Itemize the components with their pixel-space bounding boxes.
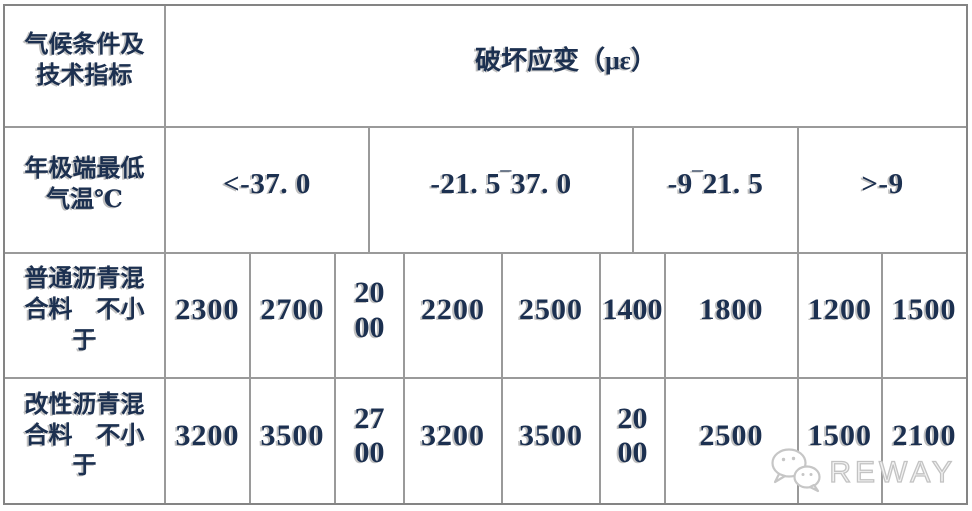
value-cell: 1500	[799, 379, 881, 503]
temp-range-cell: >-9	[799, 128, 966, 252]
row-label-cell: 改性沥青混合料 不小于	[5, 379, 164, 503]
row-label: 普通沥青混合料 不小于	[24, 266, 145, 354]
cell-value: 2000	[617, 401, 648, 470]
value-cell: 2100	[883, 379, 966, 503]
cell-value: 3200	[175, 418, 240, 452]
cell-value: 2000	[354, 276, 385, 344]
temp-range-value: -21. 5‾37. 0	[430, 168, 572, 201]
temp-range-value: -9‾21. 5	[667, 168, 764, 201]
cell-value: 2200	[421, 293, 485, 327]
cell-value: 1800	[699, 293, 764, 327]
temp-label: 年极端最低气温℃	[24, 156, 145, 213]
value-cell: 2300	[166, 254, 249, 377]
value-cell: 2700	[251, 254, 334, 377]
cell-value: 3200	[421, 418, 485, 452]
cell-value: 1400	[602, 293, 663, 327]
row-label-cell: 普通沥青混合料 不小于	[5, 254, 164, 377]
value-cell: 2700	[336, 379, 403, 503]
value-cell: 1500	[883, 254, 966, 377]
value-cell: 3200	[405, 379, 501, 503]
cell-value: 2500	[519, 293, 583, 327]
cell-value: 1200	[808, 293, 872, 327]
cell-value: 3500	[260, 418, 325, 452]
strain-header-cell: 破坏应变（με）	[166, 6, 966, 126]
cell-value: 1500	[892, 293, 957, 327]
cell-value: 2100	[892, 418, 957, 452]
row-label: 改性沥青混合料 不小于	[24, 391, 145, 480]
cell-value: 2700	[260, 293, 325, 327]
temp-range-cell: -9‾21. 5	[634, 128, 797, 252]
value-cell: 1800	[666, 254, 797, 377]
cell-value: 3500	[519, 418, 583, 452]
temp-range-cell: -21. 5‾37. 0	[370, 128, 632, 252]
value-cell: 3200	[166, 379, 249, 503]
header-corner-label: 气候条件及技术指标	[24, 32, 145, 89]
value-cell: 2200	[405, 254, 501, 377]
cell-value: 2700	[354, 401, 385, 470]
strain-table: 气候条件及技术指标 破坏应变（με） 年极端最低气温℃ <-37. 0 -21.…	[3, 4, 968, 505]
cell-value: 1500	[808, 418, 872, 452]
cell-value: 2500	[699, 418, 764, 452]
value-cell: 1200	[799, 254, 881, 377]
strain-header-label: 破坏应变（με）	[475, 46, 657, 76]
value-cell: 2500	[666, 379, 797, 503]
value-cell: 1400	[601, 254, 664, 377]
value-cell: 3500	[503, 379, 599, 503]
temp-label-cell: 年极端最低气温℃	[5, 128, 164, 252]
value-cell: 3500	[251, 379, 334, 503]
temp-range-value: <-37. 0	[223, 168, 311, 201]
temp-range-cell: <-37. 0	[166, 128, 368, 252]
value-cell: 2000	[601, 379, 664, 503]
value-cell: 2500	[503, 254, 599, 377]
cell-value: 2300	[175, 293, 240, 327]
value-cell: 2000	[336, 254, 403, 377]
header-corner-cell: 气候条件及技术指标	[5, 6, 164, 126]
temp-range-value: >-9	[861, 168, 904, 201]
